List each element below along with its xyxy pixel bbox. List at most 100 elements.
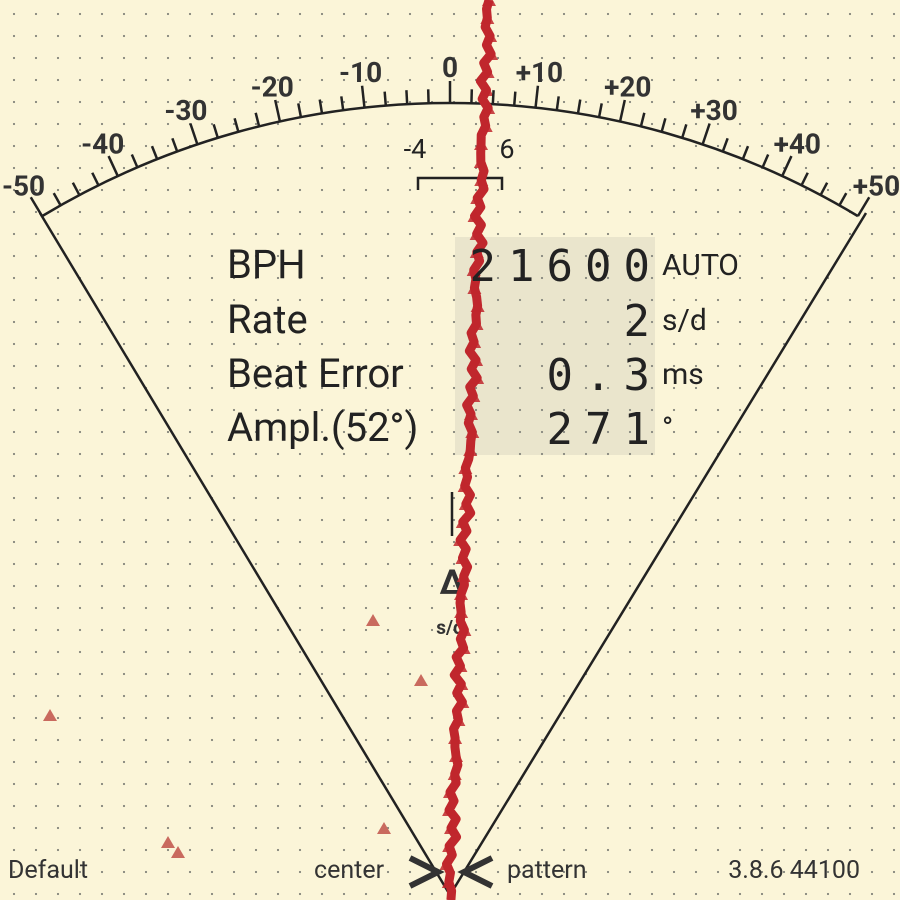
trace-point bbox=[455, 551, 470, 564]
scale-tick bbox=[318, 99, 324, 114]
scale-tick bbox=[534, 85, 540, 108]
scale-tick bbox=[212, 124, 219, 139]
trace-point bbox=[474, 173, 489, 186]
reading-unit: s/d bbox=[662, 303, 707, 338]
scale-label: -10 bbox=[339, 56, 382, 89]
trace-point bbox=[474, 137, 489, 150]
reading-label: Ampl.(52°) bbox=[227, 404, 419, 451]
trace-point bbox=[482, 0, 496, 6]
trace-point bbox=[441, 875, 456, 888]
profile-label: Default bbox=[8, 856, 88, 885]
reading-label: BPH bbox=[227, 241, 306, 288]
trace-point bbox=[455, 695, 470, 708]
scale-tick bbox=[856, 196, 871, 217]
scale-tick bbox=[52, 192, 62, 206]
trace-point bbox=[469, 245, 484, 258]
trace-point bbox=[479, 83, 494, 96]
trace-point bbox=[470, 371, 485, 384]
trace-point bbox=[458, 497, 473, 510]
version-label: 3.8.6 44100 bbox=[728, 856, 860, 885]
scale-tick bbox=[491, 90, 495, 105]
trace-point bbox=[469, 317, 484, 330]
scale-label: +40 bbox=[774, 127, 821, 160]
trace-point bbox=[484, 47, 499, 60]
trace-point bbox=[455, 515, 470, 528]
scale-tick bbox=[660, 117, 667, 133]
scale-tick bbox=[233, 117, 240, 133]
scale-label: +10 bbox=[516, 56, 563, 89]
pattern-chevron[interactable] bbox=[457, 855, 494, 889]
trace-point bbox=[481, 101, 496, 114]
scale-arc bbox=[41, 101, 859, 218]
inner-label: -4 bbox=[404, 133, 427, 165]
trace-point bbox=[465, 425, 480, 438]
scale-tick bbox=[340, 96, 345, 111]
scale-label: -20 bbox=[251, 70, 294, 103]
trace-point bbox=[377, 822, 391, 834]
trace-point bbox=[448, 731, 463, 744]
trace-point bbox=[454, 587, 469, 600]
scale-tick bbox=[130, 153, 139, 168]
trace-point bbox=[414, 674, 428, 686]
scale-tick bbox=[189, 123, 199, 145]
trace bbox=[439, 0, 499, 900]
trace-point bbox=[467, 335, 482, 348]
scale-tick bbox=[91, 172, 100, 186]
trace-point bbox=[449, 749, 464, 762]
trace-point bbox=[466, 389, 481, 402]
center-chevron[interactable] bbox=[408, 855, 445, 889]
trace-point bbox=[457, 623, 472, 636]
trace-point bbox=[463, 443, 478, 456]
scale-tick bbox=[838, 192, 848, 206]
trace-point bbox=[442, 839, 457, 852]
scale-tick bbox=[71, 182, 81, 196]
trace-point bbox=[473, 155, 488, 168]
trace-point bbox=[463, 407, 478, 420]
scale-label: -50 bbox=[2, 169, 45, 202]
trace-point bbox=[467, 209, 482, 222]
readings-panel bbox=[455, 237, 655, 455]
scale-tick bbox=[254, 112, 261, 127]
trace-point bbox=[454, 677, 469, 690]
trace-point bbox=[442, 803, 457, 816]
trace-point bbox=[457, 479, 472, 492]
reading-unit: ° bbox=[662, 411, 674, 446]
trace-point bbox=[456, 641, 471, 654]
scale-tick bbox=[360, 85, 366, 108]
reading-unit: ms bbox=[662, 357, 704, 392]
trace-point bbox=[454, 605, 469, 618]
reading-value: 2 bbox=[623, 296, 662, 347]
scale-tick bbox=[273, 99, 282, 122]
trace-point bbox=[444, 821, 459, 834]
trace-point bbox=[447, 767, 462, 780]
scale-label: +50 bbox=[853, 169, 900, 202]
trace-point bbox=[443, 785, 458, 798]
reading-value: 271 bbox=[546, 404, 662, 455]
trace-point bbox=[447, 893, 455, 900]
scale-tick bbox=[555, 96, 560, 111]
trace-point bbox=[456, 569, 471, 582]
scale-tick bbox=[383, 91, 388, 106]
inner-label: 6 bbox=[499, 133, 514, 165]
reading-unit: AUTO bbox=[662, 248, 739, 283]
trace-point bbox=[439, 857, 454, 870]
scale-label: 0 bbox=[442, 51, 458, 84]
scale-tick bbox=[681, 124, 688, 139]
trace-point bbox=[469, 227, 484, 240]
scale-tick bbox=[618, 99, 627, 122]
pattern-button[interactable]: pattern bbox=[507, 856, 587, 885]
scale-label: -40 bbox=[81, 127, 124, 160]
trace-point bbox=[453, 533, 468, 546]
scale-tick bbox=[819, 182, 829, 196]
scale-tick bbox=[107, 155, 119, 177]
trace-point bbox=[451, 713, 466, 726]
scale-tick bbox=[597, 103, 603, 118]
trace-point bbox=[43, 709, 57, 721]
center-button[interactable]: center bbox=[314, 856, 385, 885]
trace-point bbox=[469, 353, 484, 366]
trace-point bbox=[480, 11, 495, 24]
reading-value: 0.3 bbox=[546, 350, 662, 401]
scale-tick bbox=[512, 91, 517, 106]
reading-label: Beat Error bbox=[227, 350, 404, 397]
